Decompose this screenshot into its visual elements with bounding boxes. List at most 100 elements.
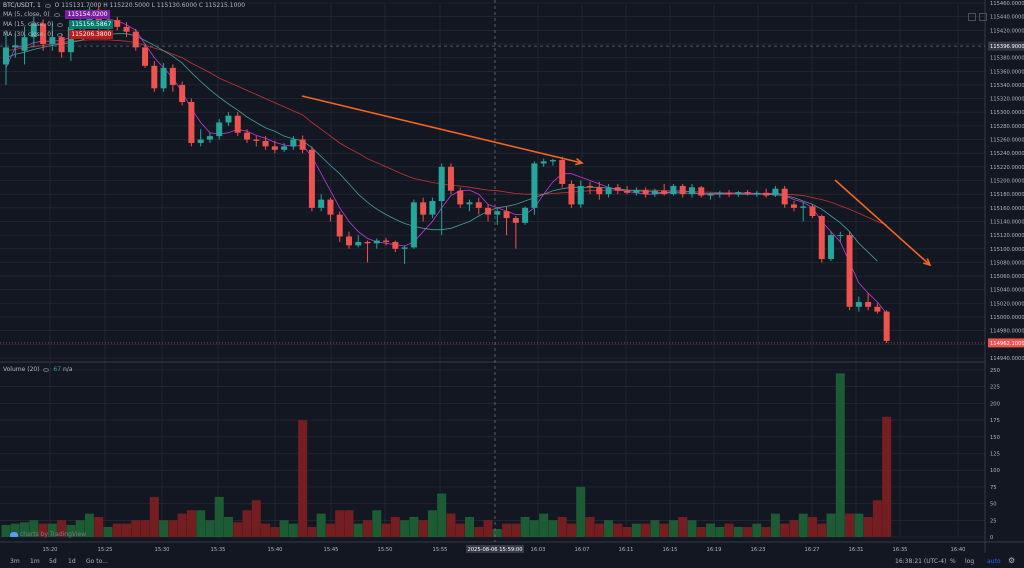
- settings-square-icon[interactable]: [979, 13, 987, 21]
- volume-bar: [103, 526, 113, 537]
- auto-toggle[interactable]: auto: [987, 558, 1001, 565]
- volume-bar: [854, 513, 864, 537]
- volume-bar: [381, 523, 391, 537]
- timeframe-5d[interactable]: 5d: [49, 558, 57, 565]
- time-tick-label: 16:15: [663, 547, 678, 553]
- current-price-badge-bg: [988, 338, 1024, 348]
- candle-body: [40, 23, 47, 44]
- price-tick-label: 115180.0000: [990, 192, 1024, 198]
- eye-icon[interactable]: [57, 22, 64, 27]
- volume-bar: [112, 523, 122, 537]
- ma5-legend[interactable]: MA (5, close, 0) 115154.0200: [3, 10, 110, 19]
- candle-body: [661, 190, 668, 195]
- volume-bar: [205, 520, 215, 537]
- watermark-text: charts by TradingView: [20, 531, 87, 538]
- eye-icon[interactable]: [57, 32, 64, 37]
- price-tick-label: 115360.0000: [990, 69, 1024, 75]
- volume-tick-label: 125: [990, 452, 1000, 458]
- time-tick-label: 15:25: [98, 547, 113, 553]
- candle-body: [485, 207, 492, 215]
- volume-bar: [492, 528, 502, 537]
- tradingview-watermark[interactable]: charts by TradingView: [10, 531, 86, 538]
- trend-arrow-2: [834, 179, 931, 266]
- log-toggle[interactable]: log: [965, 558, 975, 565]
- candle-body: [290, 139, 297, 147]
- symbol-label[interactable]: BTC/USDT, 1: [3, 2, 41, 9]
- volume-bar: [687, 520, 697, 537]
- price-tick-label: 115320.0000: [990, 97, 1024, 103]
- volume-bar: [668, 520, 678, 537]
- ohlc-readout: O 115131.7000 H 115220.5000 L 115130.600…: [54, 2, 246, 9]
- price-tick-label: 115420.0000: [990, 28, 1024, 34]
- volume-bar: [724, 523, 734, 537]
- candle-body: [874, 306, 881, 312]
- goto-button[interactable]: Go to...: [86, 558, 108, 565]
- candle-body: [494, 211, 501, 215]
- volume-bar: [94, 516, 104, 537]
- candle-body: [531, 163, 538, 208]
- volume-bar: [446, 513, 456, 537]
- eye-icon[interactable]: [44, 3, 51, 8]
- ma5-value: 115154.0200: [65, 10, 110, 19]
- timeframe-3m[interactable]: 3m: [10, 558, 20, 565]
- volume-bar: [566, 523, 576, 537]
- volume-bar: [140, 520, 150, 537]
- candle-body: [299, 139, 306, 150]
- candle-body: [336, 214, 343, 237]
- time-tick-label: 15:45: [324, 547, 339, 553]
- eye-icon[interactable]: [43, 367, 50, 372]
- timeframe-1d[interactable]: 1d: [68, 558, 76, 565]
- volume-bar: [863, 516, 873, 537]
- candle-body: [707, 194, 714, 196]
- percent-toggle[interactable]: %: [950, 558, 956, 565]
- volume-bar: [400, 520, 410, 537]
- symbol-legend: BTC/USDT, 1 O 115131.7000 H 115220.5000 …: [3, 1, 245, 10]
- candle-body: [429, 200, 436, 215]
- volume-bar: [122, 523, 132, 537]
- candle-body: [262, 140, 269, 147]
- candle-body: [225, 115, 232, 123]
- time-tick-label: 15:55: [433, 547, 448, 553]
- candle-body: [855, 302, 862, 307]
- volume-bar: [696, 526, 706, 537]
- timeframe-1m[interactable]: 1m: [30, 558, 40, 565]
- volume-bar: [706, 523, 716, 537]
- price-tick-label: 115140.0000: [990, 219, 1024, 225]
- volume-bar: [798, 513, 808, 537]
- volume-bar: [613, 523, 623, 537]
- candle-body: [132, 31, 139, 48]
- volume-bar: [20, 522, 30, 537]
- volume-bar: [186, 510, 196, 537]
- candle-body: [549, 160, 556, 162]
- volume-tick-label: 200: [990, 401, 1000, 407]
- volume-bar: [84, 513, 94, 537]
- volume-bar: [576, 486, 586, 537]
- eye-icon[interactable]: [53, 12, 60, 17]
- price-tick-label: 115120.0000: [990, 233, 1024, 239]
- ma30-legend[interactable]: MA (30, close, 0) 115206.3800: [3, 30, 114, 39]
- maximize-icon[interactable]: [968, 13, 976, 21]
- volume-bar: [57, 520, 67, 537]
- volume-label: Volume (20): [3, 366, 40, 373]
- gear-icon[interactable]: ⚙: [1008, 556, 1016, 565]
- volume-tick-label: 250: [990, 368, 1000, 374]
- candle-body: [512, 218, 519, 223]
- volume-bar: [427, 510, 437, 537]
- volume-bar: [483, 520, 493, 537]
- volume-bar: [678, 516, 688, 537]
- time-tick-label: 16:19: [707, 547, 722, 553]
- volume-legend[interactable]: Volume (20) 67 n/a: [3, 365, 72, 374]
- clock[interactable]: 16:38:21 (UTC-4): [895, 558, 947, 565]
- candle-body: [846, 235, 853, 307]
- time-tick-label: 16:40: [951, 547, 966, 553]
- volume-bar: [177, 513, 187, 537]
- volume-bar: [242, 510, 252, 537]
- candle-body: [216, 122, 223, 137]
- volume-bar: [159, 520, 169, 537]
- volume-bar: [465, 516, 474, 537]
- ma15-legend[interactable]: MA (15, close, 0) 115156.5867: [3, 20, 114, 29]
- time-tick-label: 16:07: [575, 547, 590, 553]
- volume-bar: [715, 526, 725, 537]
